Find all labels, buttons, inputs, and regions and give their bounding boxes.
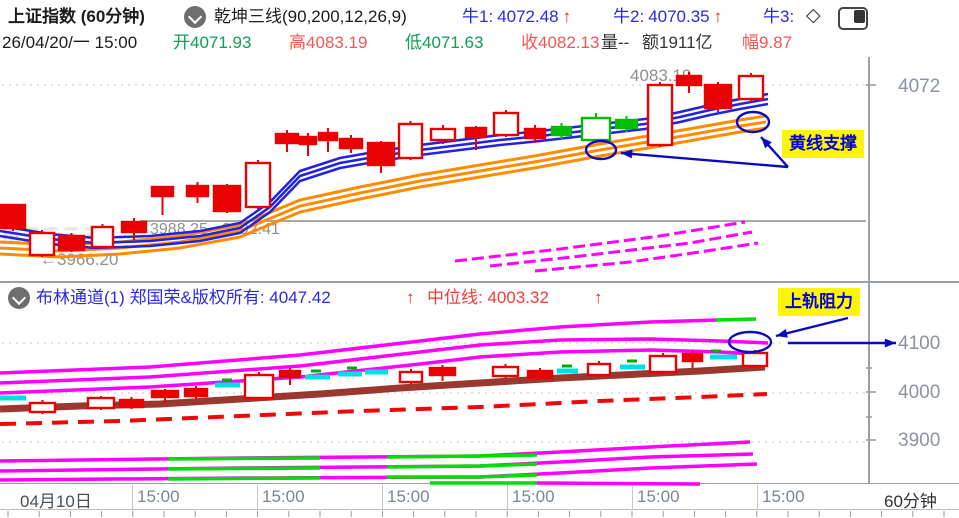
interval-selector[interactable]: 60分钟	[884, 492, 937, 511]
axis-separator	[632, 485, 633, 509]
axis-separator	[757, 485, 758, 509]
chevron-down-icon[interactable]	[184, 6, 206, 28]
axis-separator	[132, 485, 133, 509]
symbol-title: 上证指数 (60分钟)	[8, 7, 145, 26]
chart-header: 上证指数 (60分钟) 乾坤三线(90,200,12,26,9) 牛1: 407…	[0, 0, 959, 57]
up-arrow-icon: ↑	[406, 288, 415, 307]
time-axis-label: 15:00	[512, 487, 555, 506]
indicator-header: 布林通道(1) 郑国荣&版权所有: 4047.42 ↑ 中位线: 4003.32…	[0, 284, 866, 312]
time-axis-label: 15:00	[262, 487, 305, 506]
up-arrow-icon: ↑	[594, 288, 603, 307]
datetime-label: 26/04/20/一 15:00	[2, 33, 138, 52]
midline-value: 中位线: 4003.32	[427, 288, 549, 307]
resistance-callout: 上轨阻力	[778, 288, 860, 316]
axis-separator	[257, 485, 258, 509]
axis-price-4100: 4100	[898, 333, 941, 354]
time-axis: 04月10日 15:00 15:00 15:00 15:00 15:00 15:…	[0, 484, 959, 511]
bull1-value: 牛1: 4072.48 ↑	[462, 5, 571, 29]
chevron-down-icon[interactable]	[8, 287, 30, 309]
axis-divider	[868, 0, 870, 509]
axis-price-4000: 4000	[898, 382, 941, 403]
axis-separator	[507, 485, 508, 509]
amount-value: 额1911亿	[642, 33, 713, 52]
time-axis-label: 15:00	[637, 487, 680, 506]
axis-price-3900: 3900	[898, 430, 941, 451]
time-axis-label: 15:00	[137, 487, 180, 506]
bull2-value: 牛2: 4070.35 ↑	[613, 5, 722, 29]
up-arrow-icon: ↑	[562, 7, 572, 26]
right-price-axis: 4072 4100 4000 3900	[869, 0, 959, 509]
panel-layout-icon[interactable]	[838, 7, 868, 30]
open-value: 开4071.93	[173, 33, 252, 52]
support-callout: 黄线支撑	[782, 130, 864, 158]
high-value: 高4083.19	[289, 33, 368, 52]
boll-title: 布林通道(1) 郑国荣&版权所有: 4047.42	[36, 288, 331, 307]
time-axis-label: 15:00	[387, 487, 430, 506]
diamond-icon[interactable]: ◇	[806, 5, 821, 26]
indicator-title: 乾坤三线(90,200,12,26,9)	[214, 7, 407, 26]
volume-value: 量--	[601, 33, 630, 52]
low-value: 低4071.63	[405, 33, 484, 52]
up-arrow-icon: ↑	[713, 7, 723, 26]
amplitude-value: 幅9.87	[742, 33, 793, 52]
time-axis-label: 15:00	[762, 487, 805, 506]
time-axis-label: 04月10日	[20, 492, 92, 511]
bottom-border	[0, 509, 959, 510]
close-value: 收4082.13	[521, 33, 600, 52]
bull3-label: 牛3:	[763, 7, 795, 26]
axis-price-4072: 4072	[898, 76, 941, 97]
axis-separator	[382, 485, 383, 509]
pane-divider	[0, 281, 959, 283]
